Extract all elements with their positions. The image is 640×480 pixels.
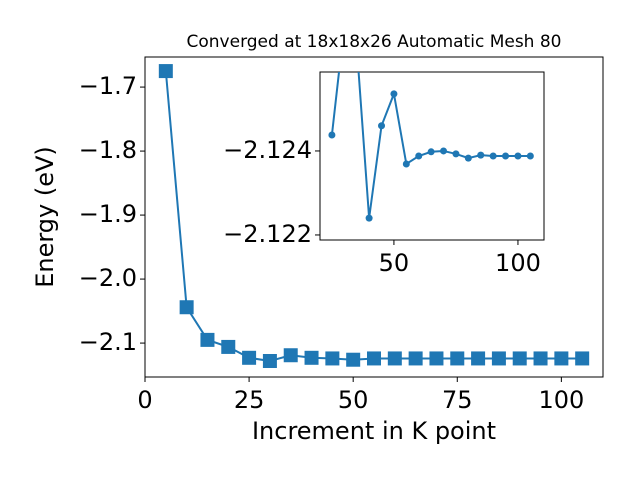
marker — [452, 150, 460, 158]
y-tick-label: −2.0 — [79, 264, 137, 292]
y-tick-label: −2.124 — [223, 136, 312, 164]
y-tick-label: −1.8 — [79, 136, 137, 164]
marker — [514, 152, 522, 160]
marker — [491, 351, 506, 366]
marker — [367, 351, 381, 366]
marker — [427, 148, 435, 156]
marker — [242, 350, 257, 365]
x-tick-label: 0 — [137, 386, 152, 414]
x-tick-label: 100 — [495, 249, 541, 277]
marker — [328, 131, 336, 139]
marker — [221, 339, 236, 354]
x-tick-label: 75 — [442, 386, 473, 414]
marker — [408, 351, 423, 366]
marker — [200, 332, 215, 347]
plot-area — [158, 64, 590, 368]
marker — [477, 151, 485, 159]
marker — [378, 122, 386, 130]
marker — [575, 351, 590, 366]
marker — [365, 214, 373, 222]
inset-axes: 50 100 −2.124 −2.122 — [223, 21, 545, 277]
x-tick-label: 50 — [379, 249, 410, 277]
marker — [471, 351, 486, 366]
marker — [440, 147, 448, 155]
plot-area — [328, 21, 534, 222]
x-tick-label: 25 — [234, 386, 265, 414]
y-tick-label: −2.1 — [79, 328, 137, 356]
y-axis-label: Energy (eV) — [31, 146, 59, 288]
marker — [262, 354, 277, 368]
marker — [304, 350, 319, 365]
marker — [346, 352, 361, 367]
marker — [489, 152, 497, 160]
marker — [325, 351, 340, 366]
marker — [512, 351, 527, 366]
marker — [450, 351, 465, 366]
marker — [402, 160, 410, 168]
x-axis-label: Increment in K point — [252, 417, 496, 445]
y-tick-label: −1.7 — [79, 72, 137, 100]
y-tick-label: −1.9 — [79, 200, 137, 228]
x-tick-label: 50 — [338, 386, 369, 414]
marker — [533, 351, 548, 366]
marker — [283, 348, 298, 363]
x-tick-label: 100 — [538, 386, 584, 414]
marker — [554, 351, 569, 366]
marker — [158, 64, 173, 79]
y-tick-label: −2.122 — [223, 220, 312, 248]
marker — [387, 351, 402, 366]
marker — [429, 351, 444, 366]
chart-title: Converged at 18x18x26 Automatic Mesh 80 — [187, 32, 562, 52]
marker — [390, 90, 398, 98]
marker — [464, 154, 472, 162]
marker — [415, 152, 423, 160]
marker — [179, 300, 194, 315]
marker — [526, 152, 534, 160]
marker — [341, 21, 348, 28]
marker — [502, 152, 510, 160]
